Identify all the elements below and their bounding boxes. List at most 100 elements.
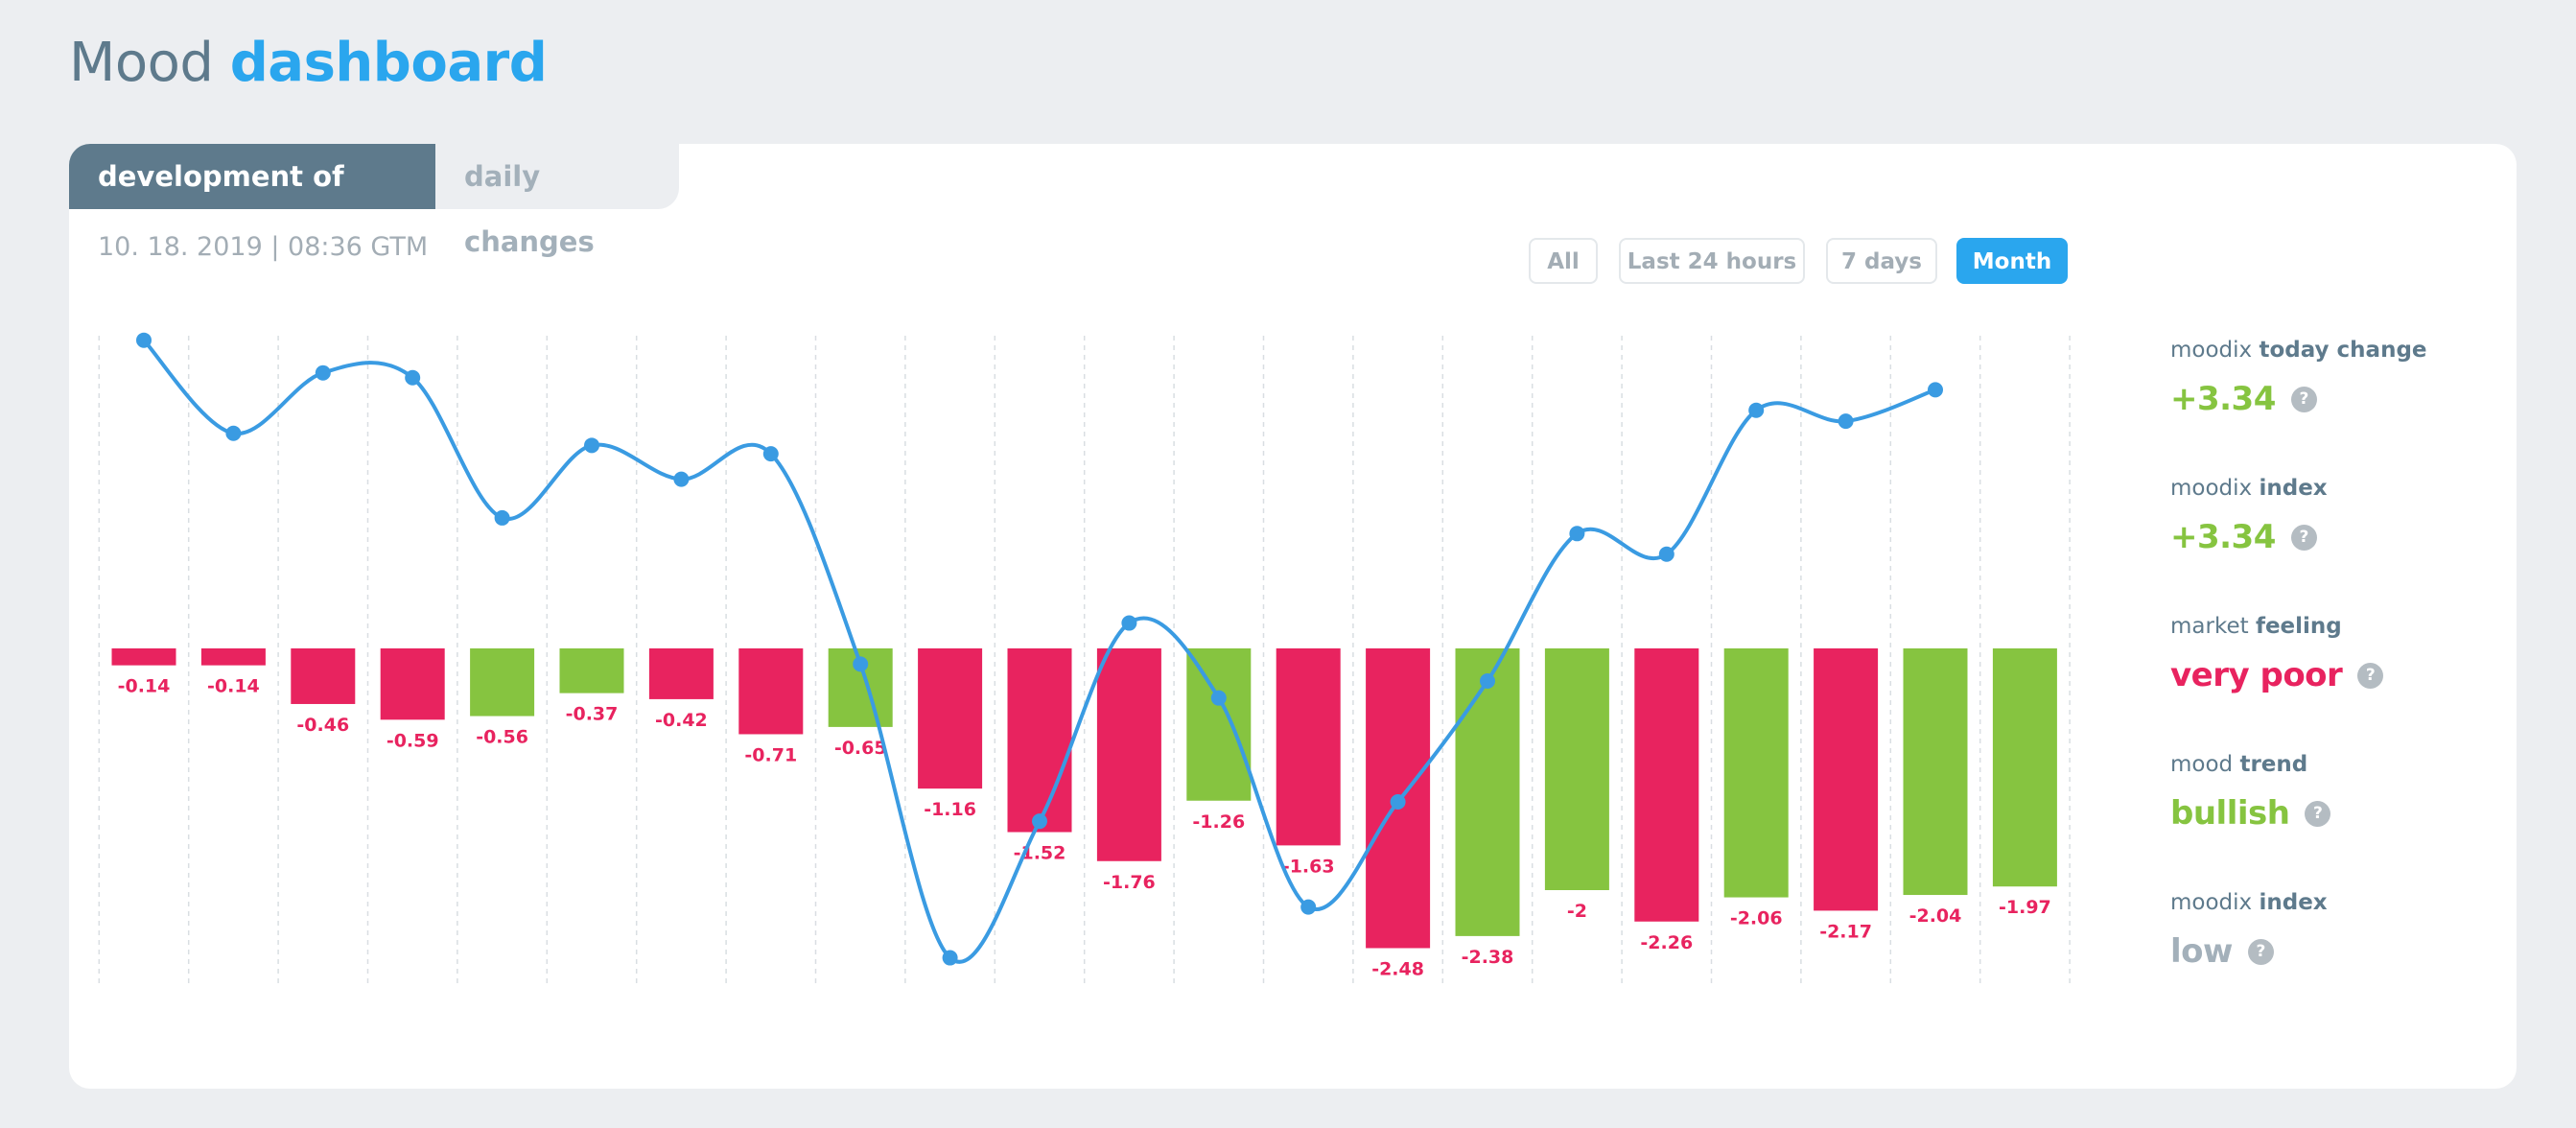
stat-value: low <box>2170 932 2233 971</box>
stat-label: moodix index <box>2170 474 2496 503</box>
stat-today-change: moodix today change +3.34 ? <box>2170 336 2496 418</box>
line-point <box>1121 615 1137 631</box>
stat-moodix-index-level: moodix index low ? <box>2170 888 2496 971</box>
bar <box>648 648 714 699</box>
bar-label: -2.04 <box>1909 905 1962 927</box>
line-point <box>315 364 331 381</box>
bar <box>1903 648 1968 896</box>
tab-daily-changes[interactable]: daily changes <box>435 144 679 258</box>
line-point <box>673 471 690 487</box>
stat-label-bold: index <box>2259 476 2328 501</box>
help-icon[interactable]: ? <box>2290 386 2317 412</box>
bar-label: -2.06 <box>1730 908 1783 929</box>
line-point <box>1032 813 1047 830</box>
stat-moodix-index: moodix index +3.34 ? <box>2170 474 2496 556</box>
bar <box>1544 648 1609 890</box>
line-point <box>1210 690 1227 706</box>
stat-value: +3.34 <box>2170 380 2276 418</box>
mood-chart: -0.14 -0.14 -0.46 -0.59 -0.56 -0.37 -0.42 -0.71… <box>98 332 2071 988</box>
line-point <box>762 446 779 462</box>
stat-label: mood trend <box>2170 750 2496 779</box>
stat-label-bold: today change <box>2259 338 2427 363</box>
line-point <box>1658 546 1674 562</box>
stat-label: moodix today change <box>2170 336 2496 364</box>
bar-label: -0.65 <box>834 738 887 759</box>
stat-market-feeling: market feeling very poor ? <box>2170 612 2496 694</box>
bar-label: -0.42 <box>655 710 708 731</box>
stat-label-bold: trend <box>2239 752 2308 777</box>
bar <box>1186 648 1252 801</box>
range-button-month[interactable]: Month <box>1956 238 2068 284</box>
bar <box>559 648 624 693</box>
line-point <box>853 656 869 672</box>
stat-label-plain: moodix <box>2170 338 2253 363</box>
line-point <box>136 332 152 348</box>
line-point <box>225 425 242 441</box>
line-point <box>1928 382 1943 398</box>
stat-label: moodix index <box>2170 888 2496 917</box>
bar-label: -0.14 <box>207 676 260 697</box>
stat-label-plain: moodix <box>2170 476 2253 501</box>
timestamp: 10. 18. 2019 | 08:36 GTM <box>98 232 429 262</box>
bar-label: -1.63 <box>1282 856 1335 877</box>
page-title: Mood dashboard <box>69 25 548 102</box>
help-icon[interactable]: ? <box>2247 938 2274 965</box>
bar <box>380 648 445 720</box>
bar <box>1992 648 2057 887</box>
stat-label-plain: moodix <box>2170 890 2253 915</box>
bar <box>200 648 266 666</box>
line-point <box>942 950 958 966</box>
range-button-all[interactable]: All <box>1529 238 1598 284</box>
bar-label: -1.16 <box>924 799 976 820</box>
stat-mood-trend: mood trend bullish ? <box>2170 750 2496 833</box>
bar-label: -0.71 <box>744 744 797 765</box>
line-point <box>1748 402 1765 418</box>
line-point <box>494 509 510 526</box>
help-icon[interactable]: ? <box>2357 662 2384 689</box>
bar-label: -1.97 <box>1999 897 2051 918</box>
bar-label: -1.26 <box>1192 811 1245 833</box>
line-point <box>1300 899 1317 915</box>
range-button-7d[interactable]: 7 days <box>1826 238 1937 284</box>
bar-label: -2.38 <box>1462 947 1514 968</box>
bar <box>111 648 176 666</box>
line-point <box>405 369 421 386</box>
stat-label-plain: market <box>2170 614 2249 639</box>
stat-value: +3.34 <box>2170 518 2276 556</box>
bar-label: -2.26 <box>1640 932 1693 953</box>
bar <box>918 648 983 789</box>
page-title-accent: dashboard <box>229 32 548 94</box>
dashboard-card: development of mood daily changes 10. 18… <box>69 144 2517 1089</box>
stat-value: bullish <box>2170 794 2290 833</box>
bar-label: -1.76 <box>1103 872 1156 893</box>
help-icon[interactable]: ? <box>2290 524 2317 551</box>
line-point <box>1569 526 1585 542</box>
bar <box>1007 648 1072 833</box>
stat-value: very poor <box>2170 656 2343 694</box>
help-icon[interactable]: ? <box>2305 800 2331 827</box>
stat-label-bold: feeling <box>2255 614 2342 639</box>
bar <box>1723 648 1789 898</box>
line-point <box>584 437 599 454</box>
bar <box>738 648 804 735</box>
bar <box>1276 648 1341 846</box>
bar <box>1814 648 1879 911</box>
bar <box>1096 648 1161 861</box>
stat-label-plain: mood <box>2170 752 2234 777</box>
page-title-prefix: Mood <box>69 32 214 94</box>
bar-label: -0.59 <box>386 730 439 751</box>
bar-label: -0.56 <box>476 727 528 748</box>
bar <box>1634 648 1699 922</box>
bar-label: -2 <box>1567 901 1587 922</box>
tab-development-of-mood[interactable]: development of mood <box>69 144 435 258</box>
bar-label: -0.46 <box>296 715 349 736</box>
bar <box>470 648 535 717</box>
bar-label: -0.37 <box>566 704 619 725</box>
bar-label: -2.17 <box>1819 921 1872 942</box>
stat-label: market feeling <box>2170 612 2496 641</box>
stat-label-bold: index <box>2259 890 2328 915</box>
bar-label: -2.48 <box>1371 958 1424 979</box>
tab-bar: development of mood daily changes <box>69 144 679 258</box>
bar-label: -0.14 <box>118 676 171 697</box>
range-button-24h[interactable]: Last 24 hours <box>1619 238 1805 284</box>
